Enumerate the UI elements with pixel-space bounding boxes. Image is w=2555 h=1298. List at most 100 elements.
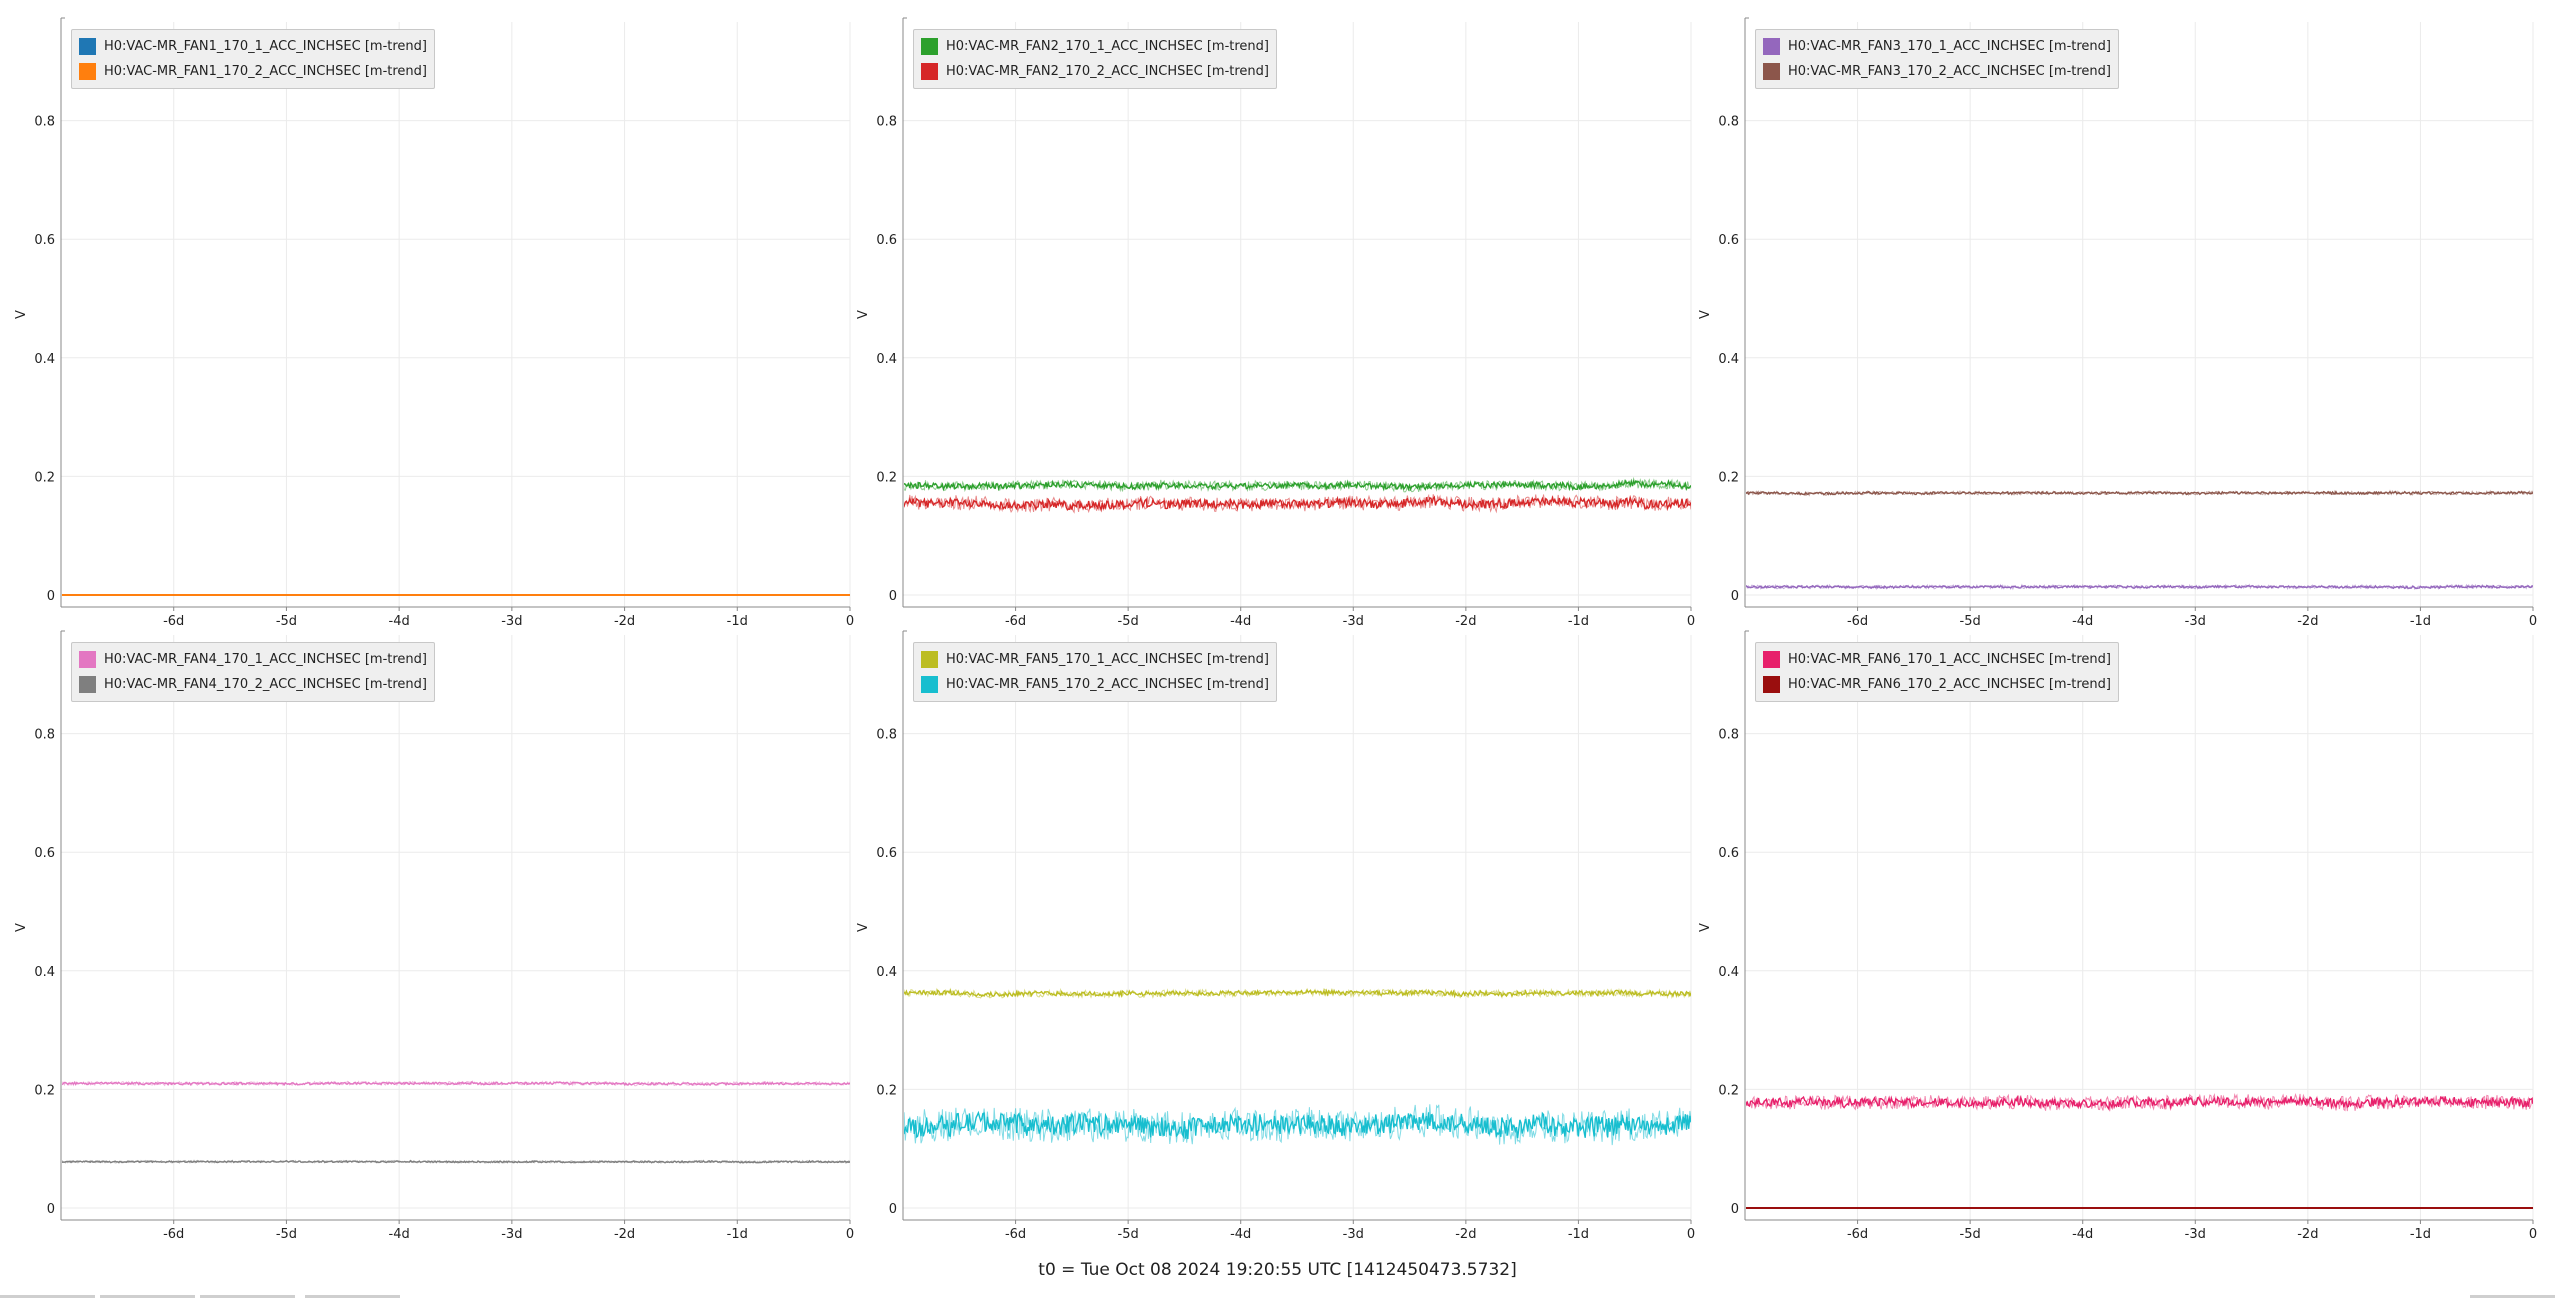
legend-swatch [79, 63, 96, 80]
scrollbar-stub [0, 1295, 95, 1298]
x-tick-label: -3d [2185, 614, 2206, 629]
scrollbar-stub [100, 1295, 195, 1298]
legend-label: H0:VAC-MR_FAN5_170_2_ACC_INCHSEC [m-tren… [946, 677, 1269, 692]
y-tick-label: 0.4 [876, 965, 897, 980]
y-tick-label: 0.2 [876, 1083, 897, 1098]
legend-label: H0:VAC-MR_FAN3_170_1_ACC_INCHSEC [m-tren… [1788, 39, 2111, 54]
x-tick-label: -5d [1960, 1227, 1981, 1242]
x-tick-label: -6d [1005, 1227, 1026, 1242]
x-tick-label: -3d [501, 614, 522, 629]
legend-entry[interactable]: H0:VAC-MR_FAN6_170_1_ACC_INCHSEC [m-tren… [1763, 647, 2111, 672]
y-tick-label: 0.2 [34, 1083, 55, 1098]
x-tick-label: -4d [1230, 614, 1251, 629]
x-tick-label: -1d [727, 614, 748, 629]
y-tick-label: 0.8 [1718, 115, 1739, 130]
legend-entry[interactable]: H0:VAC-MR_FAN4_170_1_ACC_INCHSEC [m-tren… [79, 647, 427, 672]
y-tick-label: 0.8 [876, 115, 897, 130]
legend-entry[interactable]: H0:VAC-MR_FAN6_170_2_ACC_INCHSEC [m-tren… [1763, 672, 2111, 697]
series-line [1746, 584, 2533, 590]
legend-swatch [1763, 651, 1780, 668]
legend-label: H0:VAC-MR_FAN2_170_1_ACC_INCHSEC [m-tren… [946, 39, 1269, 54]
legend: H0:VAC-MR_FAN4_170_1_ACC_INCHSEC [m-tren… [71, 642, 435, 702]
series-line [904, 478, 1691, 492]
x-tick-label: -2d [2297, 614, 2318, 629]
legend-label: H0:VAC-MR_FAN1_170_1_ACC_INCHSEC [m-tren… [104, 39, 427, 54]
legend-entry[interactable]: H0:VAC-MR_FAN5_170_1_ACC_INCHSEC [m-tren… [921, 647, 1269, 672]
x-tick-label: 0 [2529, 614, 2537, 629]
y-axis-label: V [856, 923, 871, 932]
legend-swatch [1763, 676, 1780, 693]
y-tick-label: 0.6 [876, 233, 897, 248]
legend-entry[interactable]: H0:VAC-MR_FAN3_170_1_ACC_INCHSEC [m-tren… [1763, 34, 2111, 59]
series-line [904, 1110, 1691, 1140]
series-line [1746, 1094, 2533, 1111]
scrollbar-stub [200, 1295, 295, 1298]
scrollbar-stub [305, 1295, 400, 1298]
y-tick-label: 0.4 [34, 352, 55, 367]
series-line [62, 1159, 850, 1164]
legend-entry[interactable]: H0:VAC-MR_FAN1_170_2_ACC_INCHSEC [m-tren… [79, 59, 427, 84]
legend-swatch [921, 651, 938, 668]
y-tick-label: 0.8 [34, 728, 55, 743]
y-axis-label: V [856, 310, 871, 319]
x-tick-label: -4d [2072, 1227, 2093, 1242]
series-line [904, 988, 1691, 999]
series-band [904, 1104, 1691, 1146]
y-tick-label: 0.2 [876, 470, 897, 485]
legend-label: H0:VAC-MR_FAN2_170_2_ACC_INCHSEC [m-tren… [946, 64, 1269, 79]
y-tick-label: 0.4 [1718, 352, 1739, 367]
legend-entry[interactable]: H0:VAC-MR_FAN2_170_1_ACC_INCHSEC [m-tren… [921, 34, 1269, 59]
x-tick-label: -4d [1230, 1227, 1251, 1242]
y-tick-label: 0.8 [34, 115, 55, 130]
x-tick-label: -3d [501, 1227, 522, 1242]
series-line [904, 494, 1691, 513]
y-tick-label: 0.4 [876, 352, 897, 367]
legend-entry[interactable]: H0:VAC-MR_FAN2_170_2_ACC_INCHSEC [m-tren… [921, 59, 1269, 84]
legend-entry[interactable]: H0:VAC-MR_FAN3_170_2_ACC_INCHSEC [m-tren… [1763, 59, 2111, 84]
x-tick-label: 0 [2529, 1227, 2537, 1242]
chart-panel-1: 0 0.2 0.4 0.6 0.8 -6d -5d -4d -3d -2d -1d 0 V [14, 17, 854, 629]
x-tick-label: -4d [389, 614, 410, 629]
legend-entry[interactable]: H0:VAC-MR_FAN1_170_1_ACC_INCHSEC [m-tren… [79, 34, 427, 59]
x-tick-label: -6d [1847, 1227, 1868, 1242]
scrollbar-stub [2470, 1295, 2555, 1298]
legend: H0:VAC-MR_FAN2_170_1_ACC_INCHSEC [m-tren… [913, 29, 1277, 89]
legend: H0:VAC-MR_FAN6_170_1_ACC_INCHSEC [m-tren… [1755, 642, 2119, 702]
x-tick-label: -3d [1343, 1227, 1364, 1242]
y-axis-label: V [1698, 310, 1713, 319]
legend-entry[interactable]: H0:VAC-MR_FAN4_170_2_ACC_INCHSEC [m-tren… [79, 672, 427, 697]
x-tick-label: -6d [163, 614, 184, 629]
x-tick-label: -2d [2297, 1227, 2318, 1242]
y-tick-label: 0.6 [34, 846, 55, 861]
x-tick-label: -2d [1455, 1227, 1476, 1242]
legend: H0:VAC-MR_FAN1_170_1_ACC_INCHSEC [m-tren… [71, 29, 435, 89]
x-tick-label: -1d [2410, 1227, 2431, 1242]
y-axis-label: V [14, 923, 29, 932]
chart-panel-6: 0 0.2 0.4 0.6 0.8 -6d -5d -4d -3d -2d -1d 0 V [1698, 630, 2537, 1242]
chart-panel-2: 0 0.2 0.4 0.6 0.8 -6d -5d -4d -3d -2d -1d 0 V [856, 17, 1695, 629]
x-tick-label: -6d [163, 1227, 184, 1242]
y-tick-label: 0.4 [34, 965, 55, 980]
series-band [904, 493, 1691, 514]
x-tick-label: 0 [1687, 614, 1695, 629]
y-tick-label: 0 [47, 1202, 55, 1217]
legend-entry[interactable]: H0:VAC-MR_FAN5_170_2_ACC_INCHSEC [m-tren… [921, 672, 1269, 697]
legend-swatch [79, 651, 96, 668]
x-tick-label: -5d [276, 1227, 297, 1242]
legend-label: H0:VAC-MR_FAN6_170_1_ACC_INCHSEC [m-tren… [1788, 652, 2111, 667]
y-tick-label: 0.4 [1718, 965, 1739, 980]
y-tick-label: 0.8 [1718, 728, 1739, 743]
legend-swatch [1763, 38, 1780, 55]
x-tick-label: -4d [2072, 614, 2093, 629]
series-band [1746, 1092, 2533, 1112]
x-tick-label: -4d [389, 1227, 410, 1242]
legend-label: H0:VAC-MR_FAN5_170_1_ACC_INCHSEC [m-tren… [946, 652, 1269, 667]
legend: H0:VAC-MR_FAN3_170_1_ACC_INCHSEC [m-tren… [1755, 29, 2119, 89]
x-tick-label: -6d [1847, 614, 1868, 629]
series-line [62, 1080, 850, 1087]
y-tick-label: 0.6 [1718, 233, 1739, 248]
y-tick-label: 0.2 [34, 470, 55, 485]
y-tick-label: 0.6 [34, 233, 55, 248]
x-tick-label: 0 [1687, 1227, 1695, 1242]
